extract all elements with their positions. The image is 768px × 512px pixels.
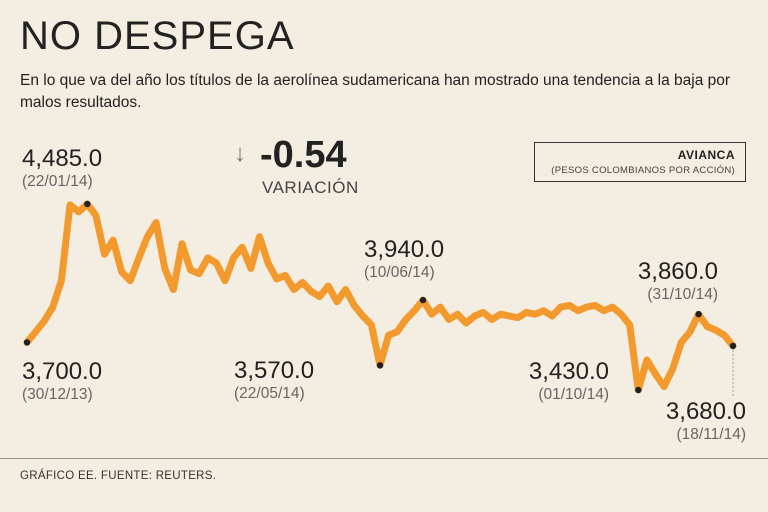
data-point-marker <box>695 311 702 318</box>
annotation-value: 3,680.0 <box>665 398 746 425</box>
legend-unit: (PESOS COLOMBIANOS POR ACCIÓN) <box>551 165 735 176</box>
annotation-may-low: 3,570.0 (22/05/14) <box>234 357 314 403</box>
chart-subtitle: En lo que va del año los títulos de la a… <box>20 72 731 111</box>
annotation-value: 3,940.0 <box>364 236 445 263</box>
data-point-marker <box>23 339 31 346</box>
footer-source: GRÁFICO EE. FUENTE: REUTERS. <box>20 470 217 482</box>
chart-title: NO DESPEGA <box>20 14 295 58</box>
annotation-value: 3,700.0 <box>22 358 103 385</box>
annotation-value: 3,430.0 <box>528 358 609 385</box>
data-point-marker <box>635 386 642 394</box>
annotation-june-high: 3,940.0 (10/06/14) <box>364 236 444 282</box>
annotation-value: 3,570.0 <box>234 357 315 384</box>
annotation-date: (31/10/14) <box>647 286 718 303</box>
legend-box: AVIANCA (PESOS COLOMBIANOS POR ACCIÓN) <box>534 142 746 182</box>
annotation-max: 4,485.0 (22/01/14) <box>22 145 102 191</box>
data-point-marker <box>84 200 91 208</box>
data-point-marker <box>419 296 427 304</box>
annotation-value: 4,485.0 <box>22 145 103 172</box>
variation-value: -0.54 <box>260 134 347 176</box>
down-arrow-icon: ↓ <box>234 140 246 167</box>
annotation-date: (10/06/14) <box>364 264 435 281</box>
annotation-end: 3,680.0 (18/11/14) <box>640 398 746 444</box>
annotation-date: (01/10/14) <box>538 386 609 403</box>
annotation-start: 3,700.0 (30/12/13) <box>22 358 102 404</box>
annotation-date: (22/05/14) <box>234 385 305 402</box>
data-point-marker <box>376 362 384 369</box>
annotation-date: (18/11/14) <box>676 426 746 443</box>
legend-name: AVIANCA <box>677 148 735 162</box>
annotation-value: 3,860.0 <box>637 258 718 285</box>
annotation-date: (30/12/13) <box>22 386 93 403</box>
annotation-date: (22/01/14) <box>22 173 93 190</box>
footer-divider <box>0 458 768 459</box>
annotation-oct-low: 3,430.0 (01/10/14) <box>503 358 609 404</box>
variation-label: VARIACIÓN <box>262 178 359 197</box>
data-point-marker <box>729 342 737 350</box>
annotation-oct-high: 3,860.0 (31/10/14) <box>612 258 718 304</box>
